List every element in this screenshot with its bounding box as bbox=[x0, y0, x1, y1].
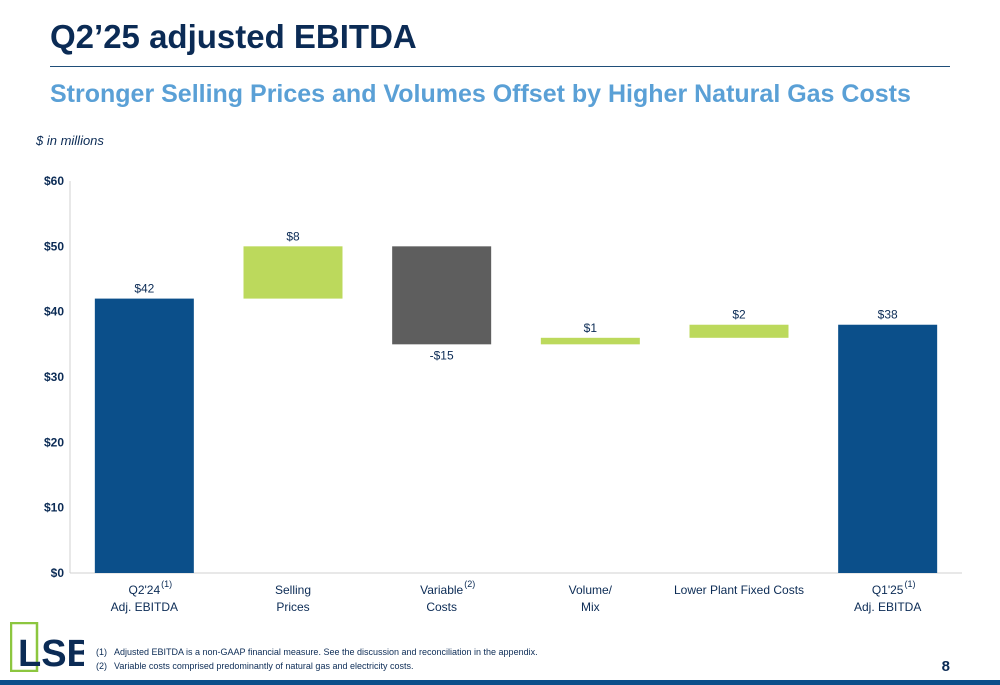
data-label: $2 bbox=[732, 308, 746, 322]
footnote-2: (2) Variable costs comprised predominantl… bbox=[96, 659, 538, 673]
bar bbox=[94, 298, 194, 573]
footnote-1: (1) Adjusted EBITDA is a non-GAAP financi… bbox=[96, 645, 538, 659]
x-tick-label: Lower Plant Fixed Costs bbox=[674, 583, 804, 597]
y-tick-label: $60 bbox=[44, 174, 64, 188]
lsb-logo-graphic: LSB bbox=[9, 621, 94, 675]
bar bbox=[689, 324, 789, 338]
data-label: $42 bbox=[134, 282, 154, 296]
x-tick-label: Adj. EBITDA bbox=[111, 600, 178, 614]
page-title: Q2’25 adjusted EBITDA bbox=[50, 18, 417, 55]
y-tick-label: $30 bbox=[44, 370, 64, 384]
logo-text: LSB bbox=[18, 633, 84, 672]
bottom-accent-bar bbox=[0, 680, 1000, 685]
bar bbox=[243, 246, 343, 299]
y-tick-label: $0 bbox=[51, 566, 65, 580]
footnote-2-text: Variable costs comprised predominantly o… bbox=[114, 661, 414, 671]
footnotes: (1) Adjusted EBITDA is a non-GAAP financi… bbox=[96, 645, 538, 673]
units-label: $ in millions bbox=[36, 133, 104, 148]
footnote-1-text: Adjusted EBITDA is a non-GAAP financial … bbox=[114, 647, 538, 657]
bar bbox=[392, 246, 492, 345]
page-subtitle: Stronger Selling Prices and Volumes Offs… bbox=[50, 80, 911, 108]
y-tick-label: $20 bbox=[44, 435, 64, 449]
x-tick-footnote: (2) bbox=[464, 579, 475, 589]
bar bbox=[540, 337, 640, 345]
y-tick-label: $50 bbox=[44, 239, 64, 253]
bar bbox=[838, 324, 938, 573]
x-tick-label: Costs bbox=[426, 600, 457, 614]
x-tick-label: Selling bbox=[275, 583, 311, 597]
x-tick-label: Adj. EBITDA bbox=[854, 600, 921, 614]
lsb-logo: LSB bbox=[9, 621, 94, 675]
footnote-1-number: (1) bbox=[96, 647, 107, 657]
title-divider bbox=[50, 66, 950, 67]
data-label: $38 bbox=[878, 308, 898, 322]
footnote-2-number: (2) bbox=[96, 661, 107, 671]
x-tick-label: Volume/ bbox=[569, 583, 613, 597]
y-tick-label: $10 bbox=[44, 501, 64, 515]
y-tick-label: $40 bbox=[44, 305, 64, 319]
logo-frame bbox=[9, 621, 39, 673]
x-tick-label: Prices bbox=[276, 600, 309, 614]
data-label: $8 bbox=[286, 229, 300, 243]
x-tick-label: Q2'24 bbox=[129, 583, 161, 597]
x-tick-label: Q1'25 bbox=[872, 583, 904, 597]
x-tick-label: Variable bbox=[420, 583, 463, 597]
x-tick-footnote: (1) bbox=[161, 579, 172, 589]
x-tick-footnote: (1) bbox=[904, 579, 915, 589]
data-label: $1 bbox=[584, 321, 598, 335]
data-label: -$15 bbox=[430, 348, 454, 362]
page-number: 8 bbox=[941, 658, 950, 675]
x-tick-label: Mix bbox=[581, 600, 600, 614]
